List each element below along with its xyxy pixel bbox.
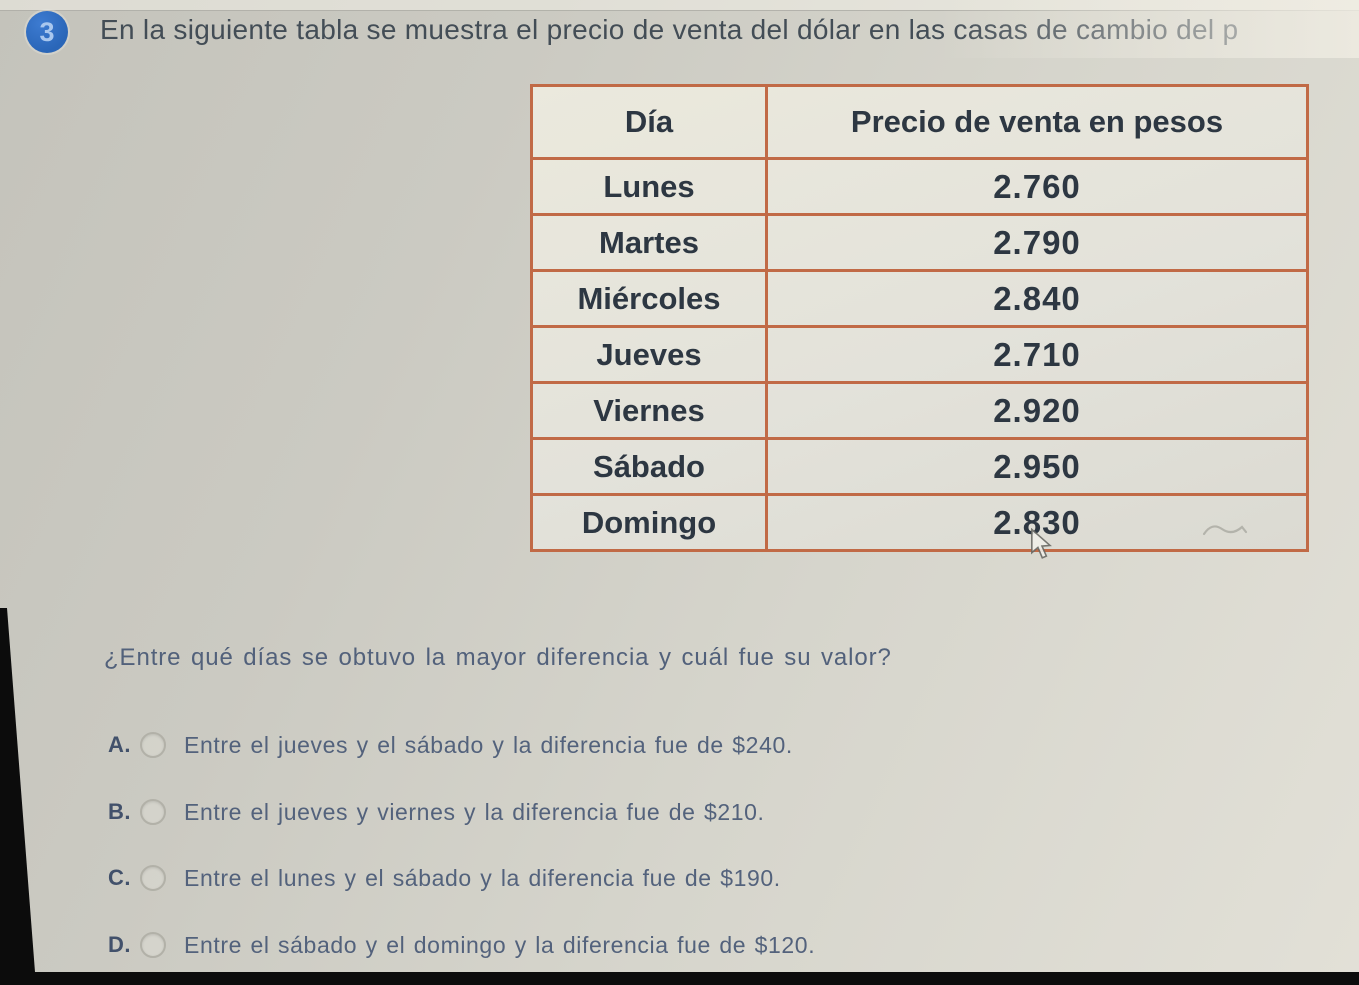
price-table: Día Precio de venta en pesos Lunes 2.760… [530,84,1309,552]
sub-question-text: ¿Entre qué días se obtuvo la mayor difer… [104,644,892,671]
table-row: Viernes 2.920 [530,381,1309,440]
day-cell: Viernes [530,381,768,440]
answer-option-d[interactable]: D. Entre el sábado y el domingo y la dif… [108,928,815,962]
question-number-badge: 3 [26,11,68,53]
table-row: Lunes 2.760 [530,157,1309,216]
photo-edge-bottom [0,972,1359,985]
option-letter: D. [108,932,131,957]
table-row: Domingo 2.830 [530,493,1309,552]
option-c-radio-button[interactable] [140,865,166,891]
table-row: Miércoles 2.840 [530,269,1309,328]
question-number: 3 [39,16,55,47]
photo-edge-left [0,608,36,985]
top-divider [0,0,1359,11]
price-cell: 2.760 [765,157,1309,216]
table-row: Martes 2.790 [530,213,1309,272]
option-text: Entre el jueves y el sábado y la diferen… [184,731,793,758]
question-text: En la siguiente tabla se muestra el prec… [100,14,1239,45]
table-header-day: Día [530,84,768,160]
table-header-price: Precio de venta en pesos [765,84,1309,160]
price-cell: 2.950 [765,437,1309,496]
option-text: Entre el jueves y viernes y la diferenci… [184,798,765,825]
ink-squiggle-mark [1202,520,1248,547]
price-cell: 2.710 [765,325,1309,384]
day-cell: Jueves [530,325,768,384]
price-cell: 2.840 [765,269,1309,328]
option-b-radio-button[interactable] [140,799,166,825]
day-cell: Miércoles [530,269,768,328]
answer-option-a[interactable]: A. Entre el jueves y el sábado y la dife… [108,728,793,762]
table-header-row: Día Precio de venta en pesos [530,84,1309,160]
day-cell: Domingo [530,493,768,552]
option-text: Entre el sábado y el domingo y la difere… [184,931,816,958]
option-a-radio-button[interactable] [140,732,166,758]
day-cell: Lunes [530,157,768,216]
day-cell: Martes [530,213,768,272]
answer-option-b[interactable]: B. Entre el jueves y viernes y la difere… [108,795,765,829]
option-letter: B. [108,799,131,824]
answer-option-c[interactable]: C. Entre el lunes y el sábado y la difer… [108,861,781,895]
option-letter: C. [108,865,131,890]
option-text: Entre el lunes y el sábado y la diferenc… [184,864,781,891]
option-letter: A. [108,732,131,757]
price-cell: 2.920 [765,381,1309,440]
option-d-radio-button[interactable] [140,932,166,958]
day-cell: Sábado [530,437,768,496]
table-row: Sábado 2.950 [530,437,1309,496]
table-row: Jueves 2.710 [530,325,1309,384]
price-cell: 2.790 [765,213,1309,272]
cursor-arrow-icon [1030,527,1054,565]
